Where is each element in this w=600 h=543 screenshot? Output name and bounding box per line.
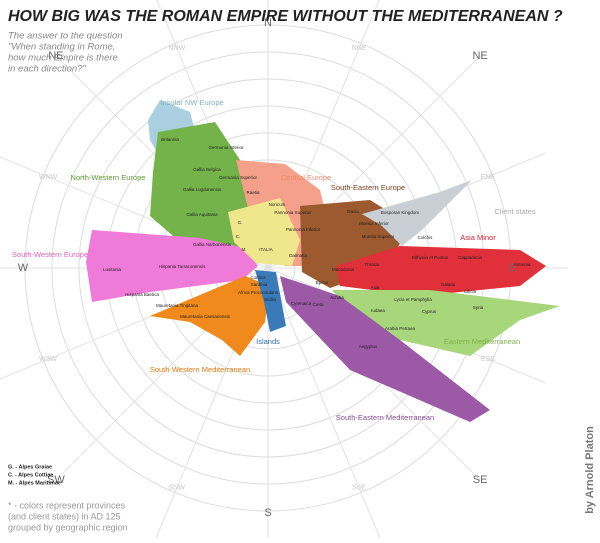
province-label: Germania Inferior: [208, 145, 244, 150]
region-label: Eastern Mediterranean: [444, 337, 520, 346]
province-label: Macedonia: [332, 267, 355, 272]
province-label: Sardinia: [251, 282, 268, 287]
province-label: Gallia Narbonensis: [193, 242, 232, 247]
province-label: Thracia: [364, 262, 380, 267]
province-label: Dacia: [347, 209, 359, 214]
region-shape: [332, 290, 560, 356]
province-label: Galatia: [441, 282, 456, 287]
province-label: Pannonia Superior: [274, 210, 312, 215]
province-label: Germania Superior: [219, 175, 258, 180]
province-label: Cilicia: [464, 289, 476, 294]
compass-label: N: [264, 17, 272, 29]
province-label: Pannonia Inferior: [286, 227, 321, 232]
region-label: South-Western Europe: [12, 250, 88, 259]
province-label: Lusitania: [103, 267, 122, 272]
province-label: M.: [242, 247, 247, 252]
subtitle-line: The answer to the question: [8, 31, 123, 42]
regions: [86, 100, 560, 422]
region-label: North-Western Europe: [71, 173, 146, 182]
title: HOW BIG WAS THE ROMAN EMPIRE WITHOUT THE…: [8, 8, 563, 25]
legend-line: C. - Alpes Cottiae: [8, 472, 53, 478]
footnote-line: (and client states) in AD 125: [8, 511, 121, 521]
region-shape: [336, 246, 546, 296]
subtitle-line: in each direction?": [8, 64, 86, 75]
labels: N NNE NE ENE E ESE SE SSE S SSW SW WSW W WNW NE NNW The …: [8, 17, 536, 532]
province-label: Hispania Baetica: [125, 292, 159, 297]
province-label: Creta: [312, 302, 324, 307]
region-label: South-Eastern Europe: [331, 183, 405, 192]
province-label: Moesia Superior: [362, 234, 395, 239]
region-label: Islands: [256, 337, 280, 346]
province-label: Dalmatia: [289, 253, 307, 258]
province-label: Cyrenaica: [291, 301, 312, 306]
province-label: Noricum: [269, 202, 286, 207]
province-label: Raetia: [246, 190, 260, 195]
province-label: C.: [236, 234, 241, 239]
province-label: Lycia et Pamphylia: [394, 297, 432, 302]
compass-label: SW: [47, 474, 65, 486]
region-label: South-Western Mediterranean: [150, 365, 250, 374]
compass-label: SSE: [352, 485, 366, 492]
province-label: Epirus: [316, 280, 330, 285]
credit: by Arnold Platon: [584, 426, 596, 514]
region-label: Asia Minor: [460, 233, 496, 242]
compass-label: S: [264, 507, 271, 519]
province-label: G.: [238, 220, 243, 225]
region-shape: [362, 180, 472, 246]
province-label: Hispania Tarraconensis: [159, 264, 206, 269]
region-shape: [280, 276, 490, 422]
region-shape: [150, 276, 270, 356]
province-label: Colchis: [418, 235, 434, 240]
province-label: Aegyptus: [359, 344, 379, 349]
legend-line: G. - Alpes Graiae: [8, 464, 52, 470]
province-label: Gallia Aquitania: [186, 212, 218, 217]
province-label: Africa Proconsularis: [238, 290, 279, 295]
province-label: ITALIA: [259, 247, 272, 252]
province-label: Corsica: [250, 275, 266, 280]
compass-label: SSW: [169, 485, 185, 492]
province-label: Arabia Petraea: [385, 326, 416, 331]
province-label: Bosporan Kingdom: [381, 210, 420, 215]
province-label: Moesia Inferior: [359, 221, 389, 226]
region-shape: [86, 230, 258, 302]
compass-label: NE: [472, 50, 487, 62]
province-label: Achaia: [330, 295, 344, 300]
spoke: [267, 267, 383, 543]
subtitle-line: how much Empire is there: [8, 53, 118, 64]
compass-label: NE: [48, 50, 63, 62]
province-label: Cyprus: [422, 309, 437, 314]
province-label: Gallia Lugdunensis: [183, 187, 222, 192]
region-label: Central Europe: [281, 173, 331, 182]
compass-label: WSW: [39, 356, 57, 363]
province-label: Mauretania Tingitana: [156, 303, 199, 308]
compass-label: E: [509, 262, 516, 274]
region-label: Insular NW Europe: [160, 98, 223, 107]
province-label: Bithynia et Pontus: [412, 255, 449, 260]
compass-label: ENE: [481, 174, 496, 181]
footnote-line: * - colors represent provinces: [8, 500, 126, 510]
compass-label: ESE: [481, 356, 495, 363]
compass-label: SE: [473, 474, 488, 486]
region-shape: [255, 270, 286, 332]
province-label: Gallia Belgica: [193, 167, 221, 172]
province-label: Cappadocia: [458, 255, 483, 260]
province-label: Sicilia: [264, 297, 276, 302]
legend-line: M. - Alpes Maritimae: [8, 480, 61, 486]
province-label: Armenia: [514, 262, 531, 267]
province-label: Britannia: [161, 137, 179, 142]
compass-label: WNW: [39, 174, 58, 181]
province-label: Mauretania Caesariensis: [180, 314, 231, 319]
region-shape: [228, 198, 300, 266]
region-label: Client states: [494, 207, 536, 216]
region-label: South-Eastern Mediterranean: [336, 413, 434, 422]
subtitle-line: "When standing in Rome,: [8, 42, 115, 53]
compass-label: W: [18, 262, 29, 274]
footnote-line: grouped by geographic region: [8, 522, 128, 532]
compass-label: NNW: [169, 45, 186, 52]
compass-label: NNE: [352, 45, 367, 52]
province-label: Asia: [371, 285, 380, 290]
province-label: Iudaea: [371, 308, 385, 313]
province-label: Syria: [473, 305, 484, 310]
